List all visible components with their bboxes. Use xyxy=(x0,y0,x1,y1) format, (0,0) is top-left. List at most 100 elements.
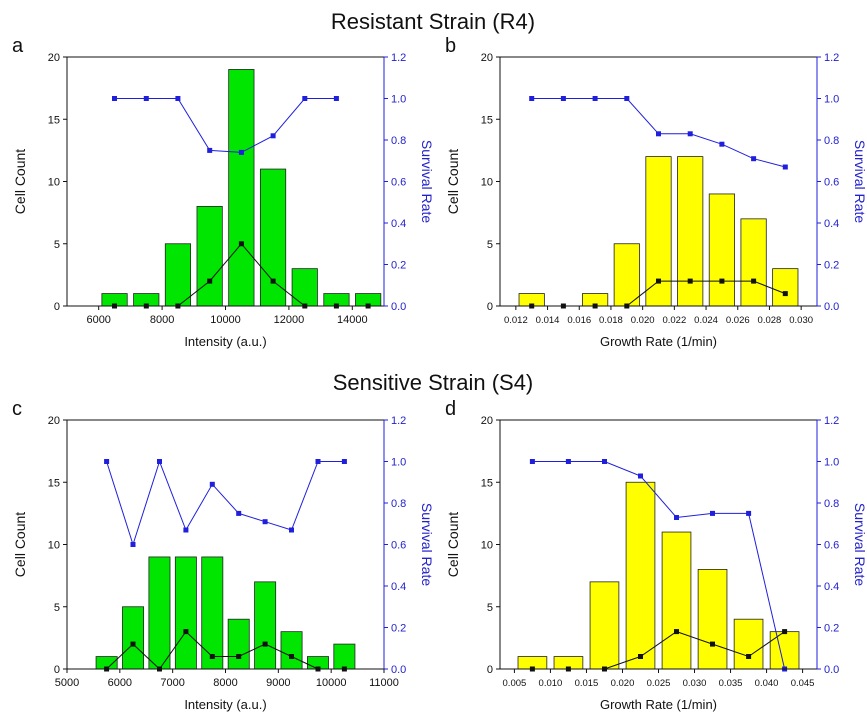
x-tick-label-c-4: 9000 xyxy=(266,677,290,689)
y2-axis-label-b: Survival Rate xyxy=(852,140,867,223)
x-tick-label-c-0: 5000 xyxy=(55,677,79,689)
y-axis-label-b: Cell Count xyxy=(445,149,461,214)
black-point-c-5 xyxy=(236,654,242,659)
black-point-c-3 xyxy=(183,629,189,635)
bar-d-2 xyxy=(589,581,620,670)
y-tick-label-c-1: 5 xyxy=(54,602,60,614)
blue-line-d xyxy=(532,461,786,670)
blue-point-a-5 xyxy=(270,133,276,139)
y2-tick-label-c-6: 1.2 xyxy=(391,415,406,427)
bar-d-5 xyxy=(697,569,728,670)
bar-d-6 xyxy=(733,618,764,670)
bar-a-3 xyxy=(196,205,223,307)
blue-point-d-3 xyxy=(638,473,643,479)
x-tick-label-b-1: 0.014 xyxy=(536,315,560,326)
x-tick-label-d-4: 0.025 xyxy=(647,678,671,689)
bar-c-7 xyxy=(280,631,303,670)
blue-point-c-9 xyxy=(341,459,347,464)
y-axis-label-d: Cell Count xyxy=(445,512,461,577)
y2-tick-label-a-1: 0.2 xyxy=(391,260,406,272)
y2-tick-label-d-0: 0.0 xyxy=(824,664,839,676)
bar-c-2 xyxy=(148,556,171,670)
x-axis-label-a: Intensity (a.u.) xyxy=(184,334,266,349)
bar-a-6 xyxy=(291,268,318,307)
blue-line-a xyxy=(114,98,337,153)
y-tick-label-a-3: 15 xyxy=(48,114,60,126)
x-axis-label-d: Growth Rate (1/min) xyxy=(600,697,717,712)
y-axis-label-a: Cell Count xyxy=(12,149,28,214)
blue-point-b-5 xyxy=(687,131,693,137)
bar-d-4 xyxy=(661,531,692,670)
x-tick-label-a-1: 8000 xyxy=(150,314,174,326)
black-point-b-8 xyxy=(782,291,788,297)
y-tick-label-a-0: 0 xyxy=(54,301,60,313)
blue-point-a-3 xyxy=(207,147,213,153)
blue-point-b-6 xyxy=(719,141,725,147)
bar-b-6 xyxy=(708,193,735,307)
black-point-b-6 xyxy=(719,278,725,284)
black-point-b-4 xyxy=(656,278,661,284)
blue-point-d-0 xyxy=(529,459,535,464)
bar-c-5 xyxy=(227,618,250,670)
blue-line-c xyxy=(106,459,345,547)
x-axis-label-c: Intensity (a.u.) xyxy=(184,697,266,712)
blue-point-a-1 xyxy=(143,96,149,101)
panel-letter-a: a xyxy=(12,35,24,57)
y-tick-label-d-1: 5 xyxy=(487,602,493,614)
y-tick-label-d-2: 10 xyxy=(481,540,493,552)
black-point-c-6 xyxy=(262,641,268,647)
y-axis-label-c: Cell Count xyxy=(12,512,28,577)
blue-point-c-2 xyxy=(157,459,162,464)
blue-point-c-0 xyxy=(104,459,110,464)
y2-tick-label-b-0: 0.0 xyxy=(824,301,839,313)
blue-point-c-1 xyxy=(130,542,136,547)
bar-a-2 xyxy=(164,243,192,307)
y2-axis-label-d: Survival Rate xyxy=(852,503,867,586)
blue-point-a-0 xyxy=(112,96,117,101)
x-tick-label-d-3: 0.020 xyxy=(611,678,635,689)
bar-a-5 xyxy=(259,168,287,307)
panel-letter-c: c xyxy=(12,398,22,420)
y-tick-label-b-4: 20 xyxy=(481,52,493,64)
y-tick-label-c-0: 0 xyxy=(54,664,60,676)
y2-axis-label-a: Survival Rate xyxy=(419,140,435,223)
x-tick-label-d-6: 0.035 xyxy=(719,678,743,689)
black-point-d-3 xyxy=(638,654,643,659)
blue-point-d-5 xyxy=(710,510,715,516)
y-tick-label-c-2: 10 xyxy=(48,540,60,552)
black-line-c xyxy=(106,630,345,670)
x-tick-label-d-2: 0.015 xyxy=(575,678,599,689)
y2-tick-label-a-4: 0.8 xyxy=(391,135,406,147)
blue-point-d-6 xyxy=(746,510,752,516)
x-tick-label-b-0: 0.012 xyxy=(504,315,528,326)
blue-point-d-1 xyxy=(565,459,571,464)
x-axis-label-b: Growth Rate (1/min) xyxy=(600,334,717,349)
bar-b-3 xyxy=(613,243,640,307)
y2-tick-label-b-4: 0.8 xyxy=(824,135,839,147)
group-title-resistant: Resistant Strain (R4) xyxy=(331,9,535,34)
y-tick-label-d-4: 20 xyxy=(481,415,493,427)
y-tick-label-b-2: 10 xyxy=(481,177,493,189)
y2-tick-label-a-0: 0.0 xyxy=(391,301,406,313)
y-tick-label-b-3: 15 xyxy=(481,114,493,126)
x-tick-label-a-2: 10000 xyxy=(210,314,241,326)
bar-c-3 xyxy=(174,556,197,670)
y2-tick-label-b-2: 0.4 xyxy=(824,218,839,230)
blue-point-a-4 xyxy=(238,149,244,155)
x-tick-label-d-5: 0.030 xyxy=(683,678,707,689)
blue-point-a-7 xyxy=(333,96,339,101)
black-point-c-7 xyxy=(289,654,294,659)
y2-tick-label-c-5: 1.0 xyxy=(391,457,406,469)
x-tick-label-d-1: 0.010 xyxy=(539,678,563,689)
x-tick-label-c-1: 6000 xyxy=(108,677,132,689)
blue-point-c-6 xyxy=(262,519,268,525)
y2-tick-label-b-5: 1.0 xyxy=(824,94,839,106)
panel-letter-b: b xyxy=(445,35,456,57)
y2-axis-label-c: Survival Rate xyxy=(419,503,435,586)
black-point-d-5 xyxy=(710,641,715,647)
bar-a-4 xyxy=(228,69,255,307)
bar-b-8 xyxy=(772,268,799,307)
panel-letter-d: d xyxy=(445,398,456,420)
chart-panel-d: 0 5 10 15 20 0.0 0.2 0.4 0.6 0.8 1.0 1.2 0.005 0.010 0… xyxy=(445,398,867,712)
